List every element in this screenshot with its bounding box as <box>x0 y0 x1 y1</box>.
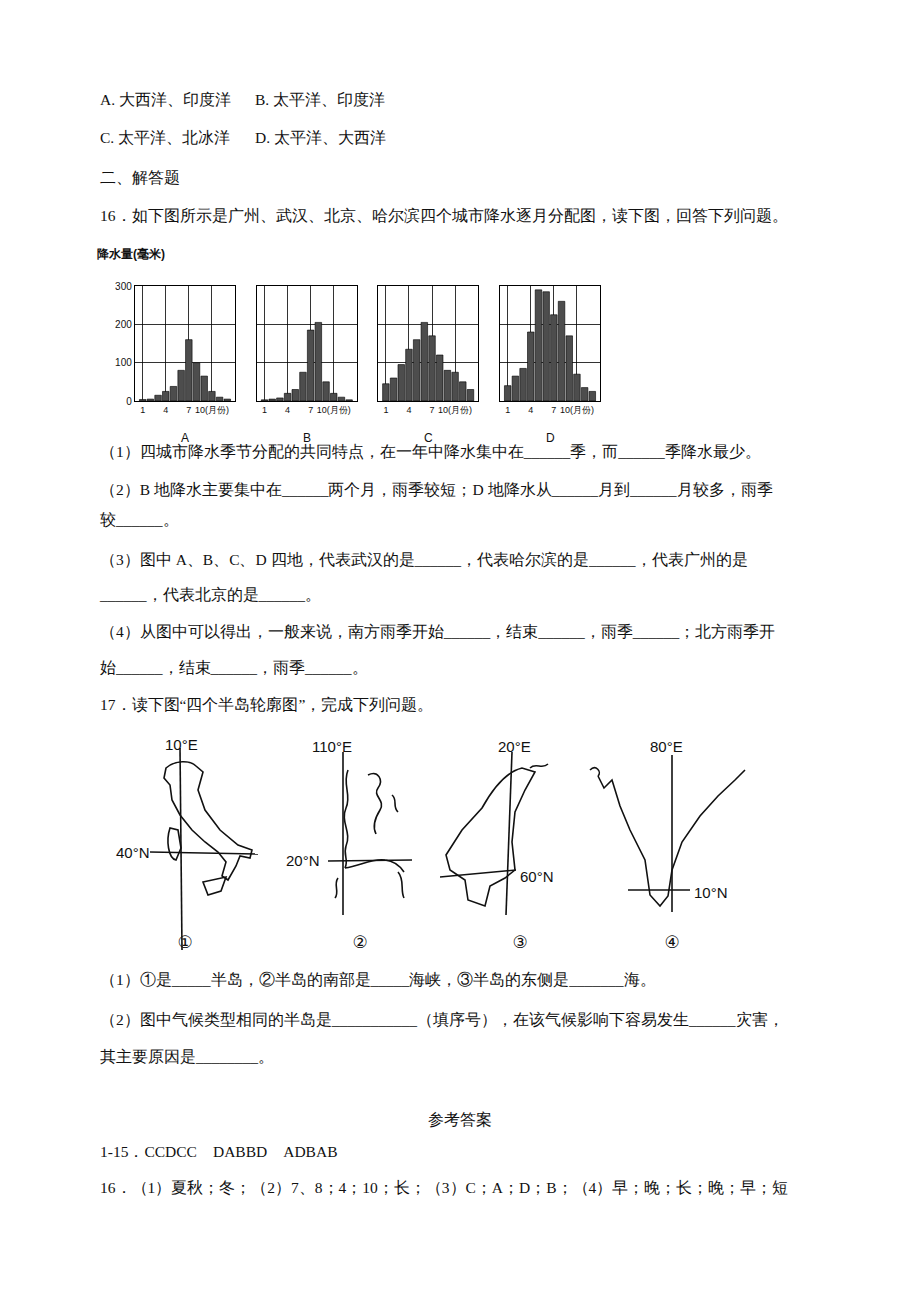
html-text:B. 太平洋、印度洋: B. 太平洋、印度洋 <box>255 91 386 108</box>
html-text:（4）从图中可以得出，一般来说，南方雨季开始______，结: （4）从图中可以得出，一般来说，南方雨季开始______，结束______，雨季… <box>100 623 776 640</box>
svg-text:④: ④ <box>664 933 679 952</box>
svg-text:③: ③ <box>512 933 527 952</box>
svg-text:20°E: 20°E <box>498 738 531 755</box>
svg-text:60°N: 60°N <box>520 868 554 885</box>
svg-text:300: 300 <box>115 281 132 292</box>
html-text:A. 大西洋、印度洋: A. 大西洋、印度洋 <box>100 91 231 108</box>
svg-text:10°E: 10°E <box>165 736 198 753</box>
html-text:二、解答题: 二、解答题 <box>100 169 180 186</box>
html-text:______，代表北京的是______。: ______，代表北京的是______。 <box>100 586 321 603</box>
svg-text:B: B <box>303 431 311 445</box>
svg-text:1: 1 <box>262 405 267 415</box>
svg-text:7: 7 <box>308 405 313 415</box>
svg-text:10(月份): 10(月份) <box>195 405 229 415</box>
svg-text:7: 7 <box>430 405 435 415</box>
html-text:（1）四城市降水季节分配的共同特点，在一年中降水集中在___: （1）四城市降水季节分配的共同特点，在一年中降水集中在______季，而____… <box>100 443 761 460</box>
html-text:（1）①是_____半岛，②半岛的南部是_____海峡，③半: （1）①是_____半岛，②半岛的南部是_____海峡，③半岛的东侧是_____… <box>100 971 656 988</box>
svg-text:200: 200 <box>115 319 132 330</box>
html-text:参考答案: 参考答案 <box>428 1111 492 1128</box>
html-text:始______，结束______，雨季______。: 始______，结束______，雨季______。 <box>100 659 368 676</box>
svg-text:C: C <box>424 431 433 445</box>
html-text:（2）B 地降水主要集中在______两个月，雨季较短；D: （2）B 地降水主要集中在______两个月，雨季较短；D 地降水从______… <box>100 481 773 498</box>
svg-text:80°E: 80°E <box>650 738 683 755</box>
html-text:16．如下图所示是广州、武汉、北京、哈尔滨四个城市降水逐月分: 16．如下图所示是广州、武汉、北京、哈尔滨四个城市降水逐月分配图，读下图，回答下… <box>100 207 788 224</box>
html-text:其主要原因是________。: 其主要原因是________。 <box>100 1048 274 1065</box>
svg-text:7: 7 <box>186 405 191 415</box>
svg-text:4: 4 <box>285 405 290 415</box>
html-text:C. 太平洋、北冰洋: C. 太平洋、北冰洋 <box>100 129 231 146</box>
svg-text:10(月份): 10(月份) <box>438 405 472 415</box>
svg-text:0: 0 <box>126 396 132 407</box>
svg-text:A: A <box>181 431 189 445</box>
svg-text:100: 100 <box>115 357 132 368</box>
svg-text:7: 7 <box>551 405 556 415</box>
html-text:（3）图中 A、B、C、D 四地，代表武汉的是______，: （3）图中 A、B、C、D 四地，代表武汉的是______，代表哈尔滨的是___… <box>100 551 748 568</box>
html-text:1-15．CCDCC DABBD ADBAB: 1-15．CCDCC DABBD ADBAB <box>100 1143 338 1160</box>
svg-text:110°E: 110°E <box>312 738 352 755</box>
svg-text:D: D <box>546 431 555 445</box>
html-text:16．（1）夏秋；冬；（2）7、8；4；10；长；（3）C；: 16．（1）夏秋；冬；（2）7、8；4；10；长；（3）C；A；D；B；（4）早… <box>100 1179 789 1196</box>
svg-text:10(月份): 10(月份) <box>317 405 351 415</box>
svg-text:20°N: 20°N <box>286 852 320 869</box>
svg-text:1: 1 <box>505 405 510 415</box>
svg-text:4: 4 <box>528 405 533 415</box>
svg-text:10°N: 10°N <box>694 884 728 901</box>
svg-text:4: 4 <box>406 405 411 415</box>
svg-text:降水量(毫米): 降水量(毫米) <box>97 247 165 261</box>
svg-text:1: 1 <box>383 405 388 415</box>
svg-text:40°N: 40°N <box>116 844 150 861</box>
svg-text:1: 1 <box>140 405 145 415</box>
html-text:D. 太平洋、大西洋: D. 太平洋、大西洋 <box>255 129 386 146</box>
svg-text:4: 4 <box>163 405 168 415</box>
svg-text:10(月份): 10(月份) <box>560 405 594 415</box>
html-text:较______。: 较______。 <box>100 511 179 528</box>
html-text:17．读下图“四个半岛轮廓图”，完成下列问题。: 17．读下图“四个半岛轮廓图”，完成下列问题。 <box>100 696 434 713</box>
svg-text:①: ① <box>177 933 192 952</box>
svg-text:②: ② <box>352 933 367 952</box>
html-text:（2）图中气候类型相同的半岛是___________（填序号: （2）图中气候类型相同的半岛是___________（填序号），在该气候影响下容… <box>100 1011 784 1028</box>
